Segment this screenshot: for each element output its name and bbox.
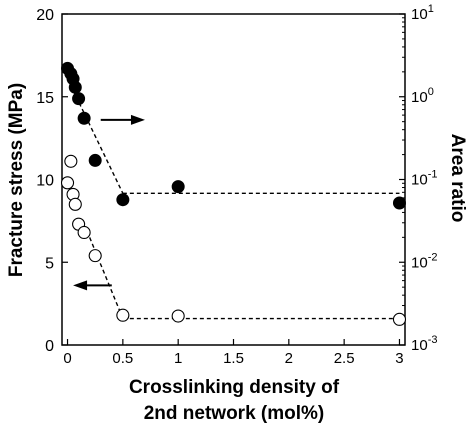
x-axis-title-line-2: 2nd network (mol%) [144, 403, 325, 424]
fit-line [72, 89, 124, 194]
x-tick-label: 3 [395, 350, 403, 367]
x-tick-label: 1.5 [223, 350, 244, 367]
arrow-head [73, 280, 88, 291]
open-data-point [68, 197, 82, 211]
open-data-point [60, 176, 75, 190]
filled-data-point [88, 153, 102, 167]
y-left-tick-label: 10 [36, 173, 54, 190]
open-data-point [392, 312, 407, 326]
y-left-tick-label: 5 [45, 255, 54, 272]
filled-data-point [72, 92, 86, 106]
arrow-head [130, 114, 145, 125]
filled-data-point [392, 196, 406, 210]
axis-ticks: 0 0.5 1 1.5 2 2.5 3 0 5 10 15 20 10-3 10-2 10-1 100 101 [36, 3, 437, 367]
y-right-tick-label: 100 [411, 86, 434, 106]
x-tick-label: 0 [63, 350, 71, 367]
y-right-tick-label: 10-1 [411, 169, 437, 189]
arrows [73, 114, 145, 291]
x-tick-label: 1 [174, 350, 182, 367]
plot-frame [61, 13, 406, 346]
data-points [60, 61, 407, 326]
filled-data-point [171, 180, 185, 194]
filled-data-point [77, 111, 91, 125]
x-axis-title-line-1: Crosslinking density of [129, 377, 340, 398]
open-data-point [64, 154, 78, 168]
x-tick-label: 2 [285, 350, 293, 367]
y-left-tick-label: 0 [45, 338, 54, 355]
open-data-point [116, 308, 130, 322]
open-data-point [88, 249, 102, 263]
y-right-tick-label: 101 [411, 3, 434, 23]
open-data-point [171, 309, 185, 323]
y-axis-left-title: Fracture stress (MPa) [6, 83, 27, 277]
y-right-tick-label: 10-3 [411, 334, 437, 354]
y-right-tick-label: 10-2 [411, 251, 437, 271]
x-tick-label: 2.5 [334, 350, 355, 367]
filled-data-point [68, 80, 82, 94]
y-axis-right-title: Area ratio [447, 134, 468, 223]
filled-data-point [116, 193, 130, 207]
y-left-tick-label: 20 [36, 7, 54, 24]
x-tick-label: 0.5 [112, 350, 133, 367]
open-data-point [77, 225, 91, 240]
y-left-tick-label: 15 [36, 90, 54, 107]
